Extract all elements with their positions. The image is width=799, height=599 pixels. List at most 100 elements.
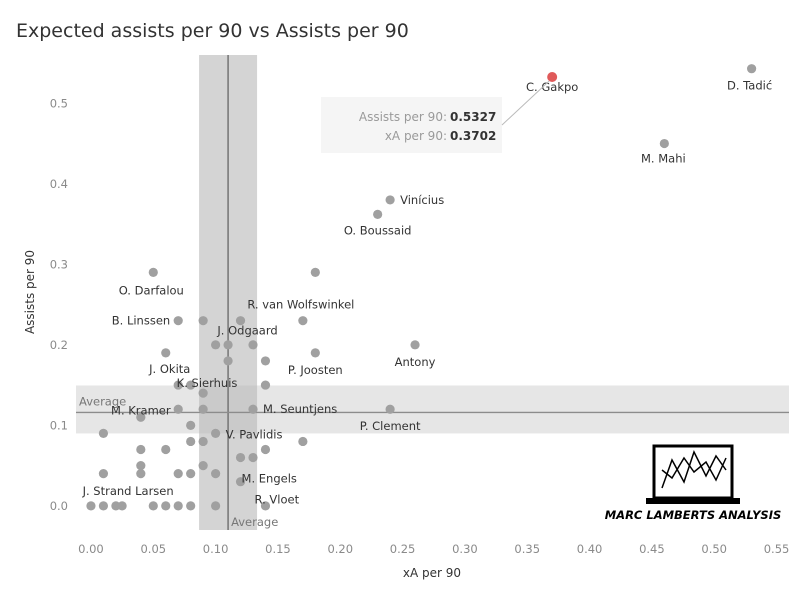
laptop-base [646,498,740,504]
x-tick-label: 0.05 [140,542,166,556]
y-tick-label: 0.2 [50,338,68,352]
data-point [198,388,208,398]
point-label: M. Seuntjens [263,402,337,416]
point-label: V. Pavlidis [226,427,283,441]
data-point [148,501,158,511]
x-tick-label: 0.20 [327,542,353,556]
data-point [223,340,233,350]
data-point [211,428,221,438]
highlighted-point [547,71,558,82]
point-label: M. Engels [242,472,297,486]
point-label: M. Kramer [111,403,171,417]
data-point [385,195,395,205]
data-point [186,436,196,447]
data-point [248,404,258,414]
point-label: R. Vloet [255,493,300,507]
data-point [211,501,221,511]
point-labels: C. Gakpo D. Tadić M. Mahi Vinícius O. Boussa… [82,79,773,507]
point-label: R. van Wolfswinkel [247,298,354,312]
data-point [248,452,258,463]
data-point [173,404,183,414]
point-label: P. Clement [360,419,421,433]
logo-line-1 [661,450,727,489]
chart-title: Expected assists per 90 vs Assists per 9… [16,20,409,42]
x-tick-label: 0.00 [78,542,104,556]
scatter-points [86,64,757,511]
logo-text: MARC LAMBERTS ANALYSIS [605,508,782,522]
data-point [310,267,320,277]
x-tick-label: 0.25 [390,542,416,556]
point-label: J. Odgaard [216,324,277,338]
data-point [136,444,146,455]
data-point [659,138,669,149]
data-point [747,64,757,74]
y-axis-label: Assists per 90 [23,250,37,334]
data-point [211,340,221,350]
data-point [198,436,208,447]
point-label: Antony [395,355,436,369]
average-lines: Average Average [76,55,789,530]
point-label: J. Strand Larsen [82,484,174,498]
data-point [173,380,183,390]
point-label: C. Gakpo [526,80,578,94]
y-axis-ticks: 0.0 0.1 0.2 0.3 0.4 0.5 [50,96,68,513]
point-label: O. Boussaid [344,223,412,237]
data-point [223,356,233,366]
x-axis-ticks: 0.00 0.05 0.10 0.15 0.20 0.25 0.30 0.35 0.40 0.45… [78,542,789,556]
data-point [385,404,395,414]
point-label: D. Tadić [727,79,772,93]
data-point [410,340,420,350]
data-point [186,380,196,390]
y-tick-label: 0.3 [50,257,68,271]
point-label: K. Sierhuis [177,376,238,390]
x-tick-label: 0.55 [764,542,790,556]
data-point [136,469,146,479]
data-point [235,452,246,463]
data-point [161,444,171,455]
y-average-band [76,385,789,434]
point-label: P. Joosten [288,363,343,377]
point-label: B. Linssen [112,314,170,328]
data-point [136,412,146,422]
data-point [98,501,109,511]
x-tick-label: 0.35 [514,542,540,556]
data-point [211,469,221,479]
logo: MARC LAMBERTS ANALYSIS [605,444,782,522]
data-point [148,267,158,277]
data-point [98,469,109,479]
y-tick-label: 0.4 [50,177,68,191]
y-average-label: Average [79,394,126,408]
y-tick-label: 0.5 [50,96,68,110]
tooltip-value-xa: 0.3702 [450,129,496,143]
data-point [373,209,383,220]
x-tick-label: 0.15 [265,542,291,556]
data-point [260,356,271,366]
data-point [136,460,146,471]
logo-line-2 [661,456,727,482]
data-point [248,340,258,350]
data-point [111,501,121,511]
data-point [235,477,246,487]
data-point [260,444,271,455]
data-point [198,460,208,471]
data-point [186,420,196,430]
tooltip-key-assists: Assists per 90: [359,110,447,124]
data-point [260,501,271,511]
data-point [173,501,183,511]
data-point [98,428,109,438]
data-point [173,469,183,479]
data-point [298,436,308,447]
data-point [198,316,208,326]
data-point [310,348,320,358]
data-point [161,348,171,358]
x-tick-label: 0.45 [639,542,665,556]
point-label: M. Mahi [641,152,686,166]
data-point [161,501,171,511]
tooltip-leader [501,80,550,126]
x-tick-label: 0.40 [577,542,603,556]
data-point [298,316,308,326]
tooltip-value-assists: 0.5327 [450,110,496,124]
data-point [86,501,96,511]
